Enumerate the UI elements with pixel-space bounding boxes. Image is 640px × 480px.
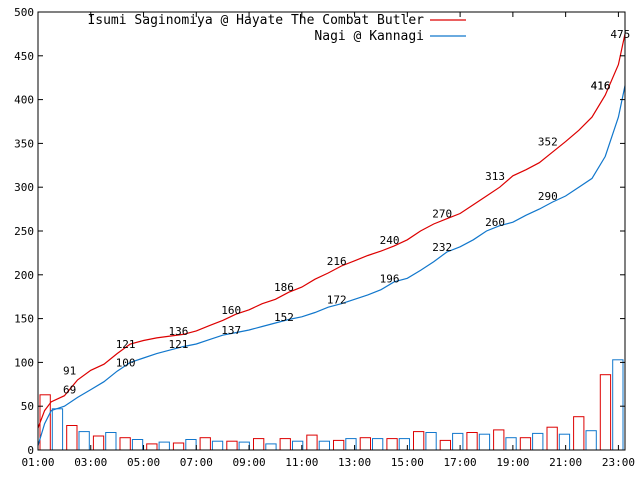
data-label-series-1: 121 <box>116 338 136 351</box>
x-tick-label: 09:00 <box>232 456 265 469</box>
x-tick-label: 07:00 <box>180 456 213 469</box>
y-tick-label: 500 <box>14 6 34 19</box>
data-label-series-1: 136 <box>169 325 189 338</box>
data-label-series-1: 352 <box>538 136 558 149</box>
x-tick-label: 21:00 <box>549 456 582 469</box>
x-tick-label: 15:00 <box>391 456 424 469</box>
data-label-series-1: 416 <box>591 80 611 93</box>
y-tick-label: 100 <box>14 356 34 369</box>
data-label-series-2: 260 <box>485 216 505 229</box>
legend-label-series-2: Nagi @ Kannagi <box>314 29 424 44</box>
data-label-series-1: 91 <box>63 364 76 377</box>
data-label-series-1: 216 <box>327 255 347 268</box>
data-label-series-1: 270 <box>432 208 452 221</box>
y-tick-label: 250 <box>14 225 34 238</box>
data-label-series-2: 172 <box>327 293 347 306</box>
data-label-series-2: 290 <box>538 190 558 203</box>
x-tick-label: 19:00 <box>496 456 529 469</box>
x-tick-label: 05:00 <box>127 456 160 469</box>
x-tick-label: 03:00 <box>74 456 107 469</box>
data-labels: 9112113616018621624027031335241647569100… <box>63 28 630 397</box>
x-tick-label: 01:00 <box>21 456 54 469</box>
y-tick-label: 150 <box>14 313 34 326</box>
y-tick-label: 300 <box>14 181 34 194</box>
x-tick-label: 23:00 <box>602 456 635 469</box>
x-tick-label: 13:00 <box>338 456 371 469</box>
y-tick-label: 350 <box>14 137 34 150</box>
data-label-series-2: 152 <box>274 311 294 324</box>
data-label-series-2: 69 <box>63 384 76 397</box>
data-label-series-1: 313 <box>485 170 505 183</box>
data-label-series-2: 121 <box>169 338 189 351</box>
data-label-series-2: 232 <box>432 241 452 254</box>
y-tick-label: 400 <box>14 94 34 107</box>
cumulative-line-series-2 <box>37 85 626 446</box>
cumulative-lines <box>37 33 626 446</box>
legend-label-series-1: Isumi Saginomiya @ Hayate The Combat But… <box>87 13 424 28</box>
cumulative-line-series-1 <box>37 33 626 429</box>
data-label-series-2: 137 <box>221 324 241 337</box>
x-tick-label: 17:00 <box>444 456 477 469</box>
data-label-series-2: 196 <box>380 272 400 285</box>
axes: 0 50 100 150 200 250 300 350 400 450 500 01:00 03:00… <box>14 6 635 469</box>
legend: Isumi Saginomiya @ Hayate The Combat But… <box>87 13 466 44</box>
data-label-series-2: 416 <box>591 80 611 93</box>
data-label-series-1: 240 <box>380 234 400 247</box>
data-label-series-1: 186 <box>274 281 294 294</box>
y-tick-label: 50 <box>21 400 34 413</box>
data-label-series-1: 160 <box>221 304 241 317</box>
data-label-series-2: 100 <box>116 356 136 369</box>
x-tick-label: 11:00 <box>285 456 318 469</box>
y-tick-label: 450 <box>14 50 34 63</box>
y-tick-label: 200 <box>14 269 34 282</box>
data-label-series-1: 475 <box>610 28 630 41</box>
y-tick-label: 0 <box>27 444 34 457</box>
